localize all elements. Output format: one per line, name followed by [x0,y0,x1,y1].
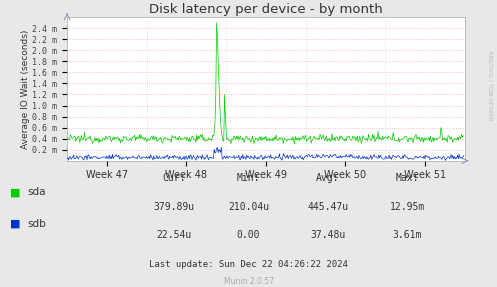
Text: Munin 2.0.57: Munin 2.0.57 [224,277,273,286]
Text: Min:: Min: [237,173,260,183]
Text: Cur:: Cur: [162,173,186,183]
sdb [214,146,220,149]
Line: sdb: sdb [67,147,464,160]
Text: 0.00: 0.00 [237,230,260,240]
sda [391,135,397,139]
Text: Max:: Max: [396,173,419,183]
Text: 3.61m: 3.61m [393,230,422,240]
Title: Disk latency per device - by month: Disk latency per device - by month [149,3,383,16]
Text: 22.54u: 22.54u [157,230,191,240]
Text: ■: ■ [10,219,20,229]
sda [453,138,459,141]
Text: 37.48u: 37.48u [311,230,345,240]
Text: RRDTOOL / TOBI OETIKER: RRDTOOL / TOBI OETIKER [487,51,492,121]
sda [64,137,70,141]
sda [461,135,467,138]
Text: sdb: sdb [27,219,46,229]
sda [228,142,234,146]
sdb [253,156,259,160]
Text: Last update: Sun Dec 22 04:26:22 2024: Last update: Sun Dec 22 04:26:22 2024 [149,260,348,269]
sda [302,135,308,139]
Text: sda: sda [27,187,46,197]
Line: sda: sda [67,23,464,144]
sdb [390,154,396,157]
sdb [443,159,449,162]
sda [280,142,286,145]
sdb [280,157,286,160]
Text: ■: ■ [10,187,20,197]
Text: 210.04u: 210.04u [228,201,269,212]
sda [256,135,262,139]
Y-axis label: Average IO Wait (seconds): Average IO Wait (seconds) [20,29,30,149]
sdb [256,157,262,160]
sdb [301,156,307,160]
sdb [461,154,467,157]
Text: 445.47u: 445.47u [308,201,348,212]
sdb [453,156,459,159]
Text: 379.89u: 379.89u [154,201,194,212]
Text: 12.95m: 12.95m [390,201,425,212]
sda [254,137,260,140]
sdb [64,157,70,160]
Text: Avg:: Avg: [316,173,340,183]
sda [214,21,220,24]
